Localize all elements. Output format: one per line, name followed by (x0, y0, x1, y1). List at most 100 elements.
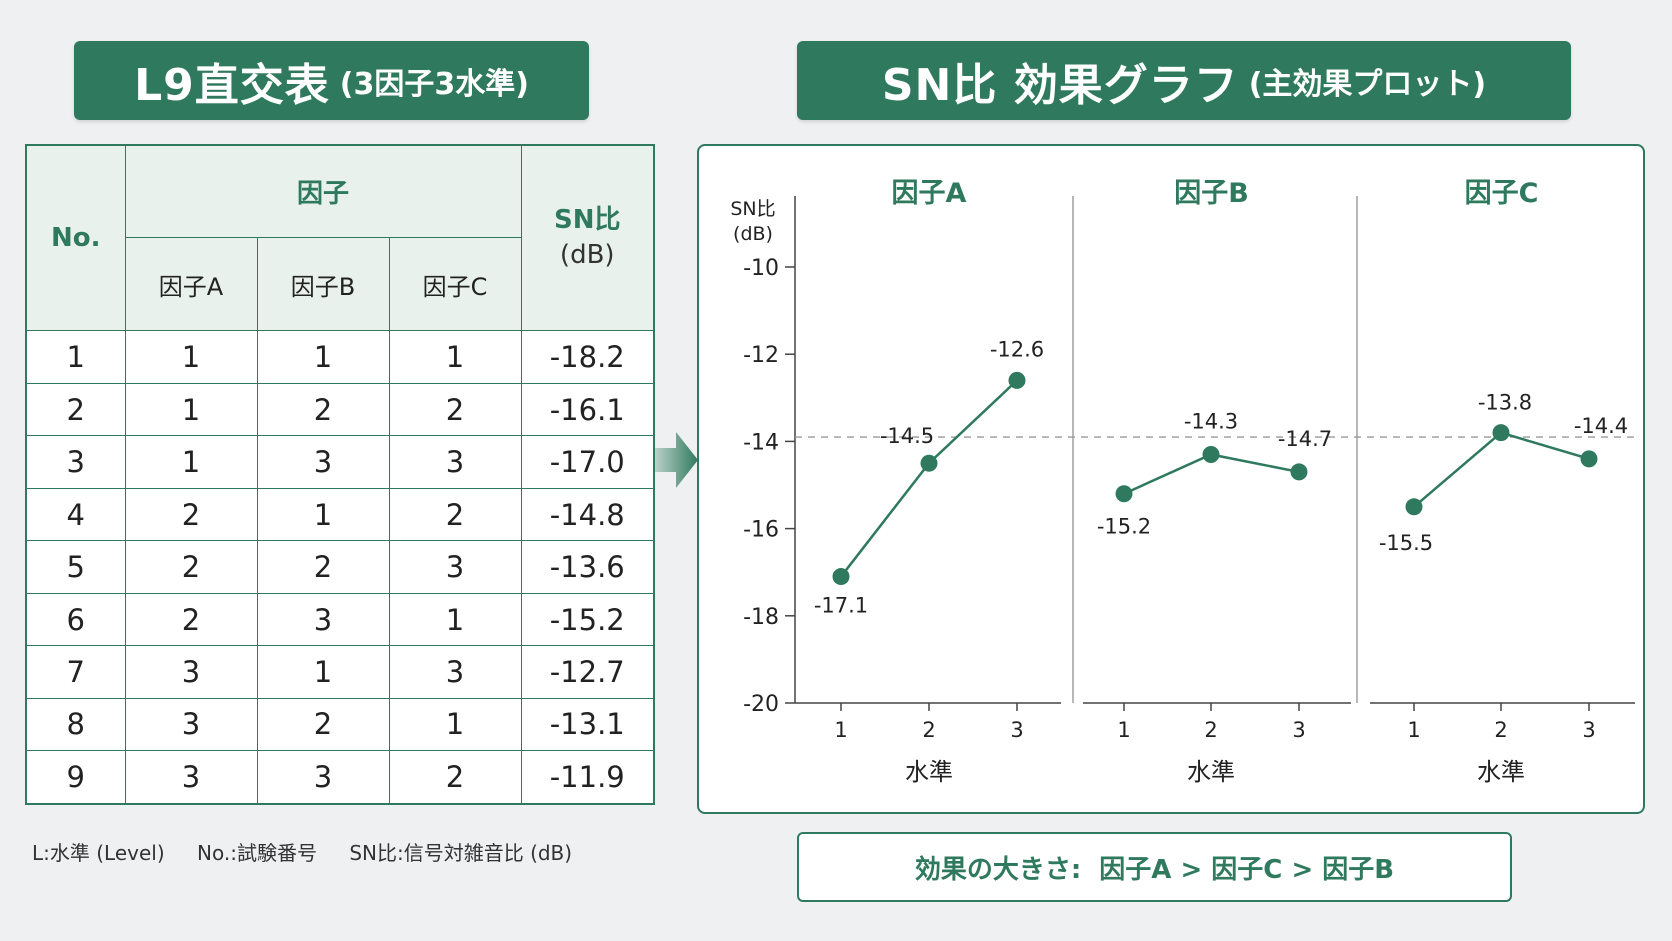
panel-title: 因子B (1174, 178, 1249, 209)
cell-factor-a: 3 (124, 645, 258, 699)
note-no: No.:試験番号 (197, 841, 317, 865)
data-label: -17.1 (814, 594, 868, 618)
data-point (1405, 498, 1423, 516)
cell-sn: -17.0 (520, 435, 655, 489)
cell-no: 7 (25, 645, 126, 699)
cell-factor-c: 1 (388, 697, 522, 752)
cell-no: 4 (25, 487, 126, 542)
l9-orthogonal-table: No. 因子 SN比 (dB) 因子A 因子B 因子C 1 1 1 1 -18.2 2 1 2… (25, 144, 655, 805)
cell-factor-b: 1 (256, 487, 390, 542)
cell-factor-a: 1 (124, 382, 258, 437)
chart-subtitle: (主効果プロット) (1248, 66, 1487, 102)
cell-factor-c: 1 (388, 330, 522, 384)
table-row: 2 1 2 2 -16.1 (25, 382, 655, 437)
data-label: -14.7 (1278, 427, 1332, 451)
cell-sn: -13.6 (520, 540, 655, 594)
cell-factor-a: 1 (124, 330, 258, 384)
y-tick-label: -20 (743, 692, 779, 717)
factor-c-header: 因子C (388, 237, 522, 332)
y-tick-label: -14 (743, 430, 779, 455)
cell-sn: -16.1 (520, 382, 655, 437)
x-tick-label: 2 (1494, 718, 1507, 742)
data-point (832, 568, 850, 586)
cell-factor-c: 2 (388, 487, 522, 542)
data-label: -14.4 (1574, 414, 1628, 438)
data-label: -15.2 (1097, 515, 1151, 539)
cell-factor-c: 1 (388, 592, 522, 647)
factor-b-header: 因子B (256, 237, 390, 332)
data-point (1492, 424, 1510, 442)
y-axis-label-line1: SN比 (730, 198, 775, 220)
x-tick-label: 1 (1407, 718, 1420, 742)
data-label: -15.5 (1379, 531, 1433, 555)
cell-factor-c: 3 (388, 645, 522, 699)
x-tick-label: 3 (1292, 718, 1305, 742)
cell-sn: -14.8 (520, 487, 655, 542)
table-row: 6 2 3 1 -15.2 (25, 592, 655, 647)
table-row: 1 1 1 1 -18.2 (25, 330, 655, 384)
table-title: L9直交表 (134, 59, 330, 111)
x-tick-label: 1 (834, 718, 847, 742)
cell-sn: -11.9 (520, 750, 655, 805)
data-label: -13.8 (1478, 391, 1532, 415)
effect-summary-label: 効果の大きさ: (914, 854, 1082, 885)
effect-summary-box: 効果の大きさ: 因子A > 因子C > 因子B (797, 832, 1512, 902)
cell-sn: -13.1 (520, 697, 655, 752)
cell-factor-b: 3 (256, 592, 390, 647)
right-arrow-icon (654, 432, 698, 488)
cell-factor-b: 1 (256, 645, 390, 699)
y-tick-label: -10 (743, 256, 779, 281)
effect-summary-ranking: 因子A > 因子C > 因子B (1099, 854, 1395, 885)
series-line (840, 379, 1018, 578)
factor-group-header: 因子 (124, 144, 522, 239)
x-tick-label: 3 (1010, 718, 1023, 742)
cell-no: 3 (25, 435, 126, 489)
table-title-banner: L9直交表 (3因子3水準) (74, 41, 589, 120)
cell-factor-c: 2 (388, 382, 522, 437)
chart-title: SN比 効果グラフ (881, 59, 1239, 111)
no-header: No. (25, 144, 126, 332)
data-label: -14.5 (880, 424, 934, 448)
cell-sn: -15.2 (520, 592, 655, 647)
legend-notes: L:水準 (Level) No.:試験番号 SN比:信号対雑音比 (dB) (32, 837, 598, 866)
cell-factor-a: 3 (124, 750, 258, 805)
y-tick-label: -12 (743, 343, 779, 368)
panel-title: 因子C (1465, 178, 1539, 209)
sn-header-line2: (dB) (559, 240, 615, 271)
note-level: L:水準 (Level) (32, 841, 165, 865)
data-label: -12.6 (990, 337, 1044, 361)
x-axis-label: 水準 (1187, 758, 1235, 786)
series-line (1413, 431, 1590, 508)
table-row: 9 3 3 2 -11.9 (25, 750, 655, 805)
x-axis-label: 水準 (905, 758, 953, 786)
x-tick-label: 3 (1582, 718, 1595, 742)
cell-factor-c: 2 (388, 750, 522, 805)
cell-no: 8 (25, 697, 126, 752)
cell-no: 6 (25, 592, 126, 647)
y-axis-label-line2: (dB) (733, 223, 773, 245)
table-row: 3 1 3 3 -17.0 (25, 435, 655, 489)
x-tick-label: 2 (922, 718, 935, 742)
cell-factor-a: 2 (124, 540, 258, 594)
cell-factor-a: 1 (124, 435, 258, 489)
table-row: 5 2 2 3 -13.6 (25, 540, 655, 594)
cell-factor-b: 3 (256, 750, 390, 805)
cell-factor-b: 2 (256, 697, 390, 752)
x-axis-label: 水準 (1477, 758, 1525, 786)
data-point (1580, 450, 1598, 468)
sn-header: SN比 (dB) (520, 144, 655, 332)
cell-factor-b: 2 (256, 540, 390, 594)
panel-title: 因子A (892, 178, 967, 209)
table-row: 7 3 1 3 -12.7 (25, 645, 655, 699)
note-sn: SN比:信号対雑音比 (dB) (349, 841, 573, 865)
cell-factor-a: 2 (124, 487, 258, 542)
cell-no: 5 (25, 540, 126, 594)
data-point (1008, 371, 1026, 389)
cell-no: 9 (25, 750, 126, 805)
cell-factor-b: 3 (256, 435, 390, 489)
y-tick-label: -16 (743, 518, 779, 543)
cell-factor-c: 3 (388, 540, 522, 594)
cell-sn: -18.2 (520, 330, 655, 384)
table-row: 8 3 2 1 -13.1 (25, 697, 655, 752)
cell-factor-c: 3 (388, 435, 522, 489)
